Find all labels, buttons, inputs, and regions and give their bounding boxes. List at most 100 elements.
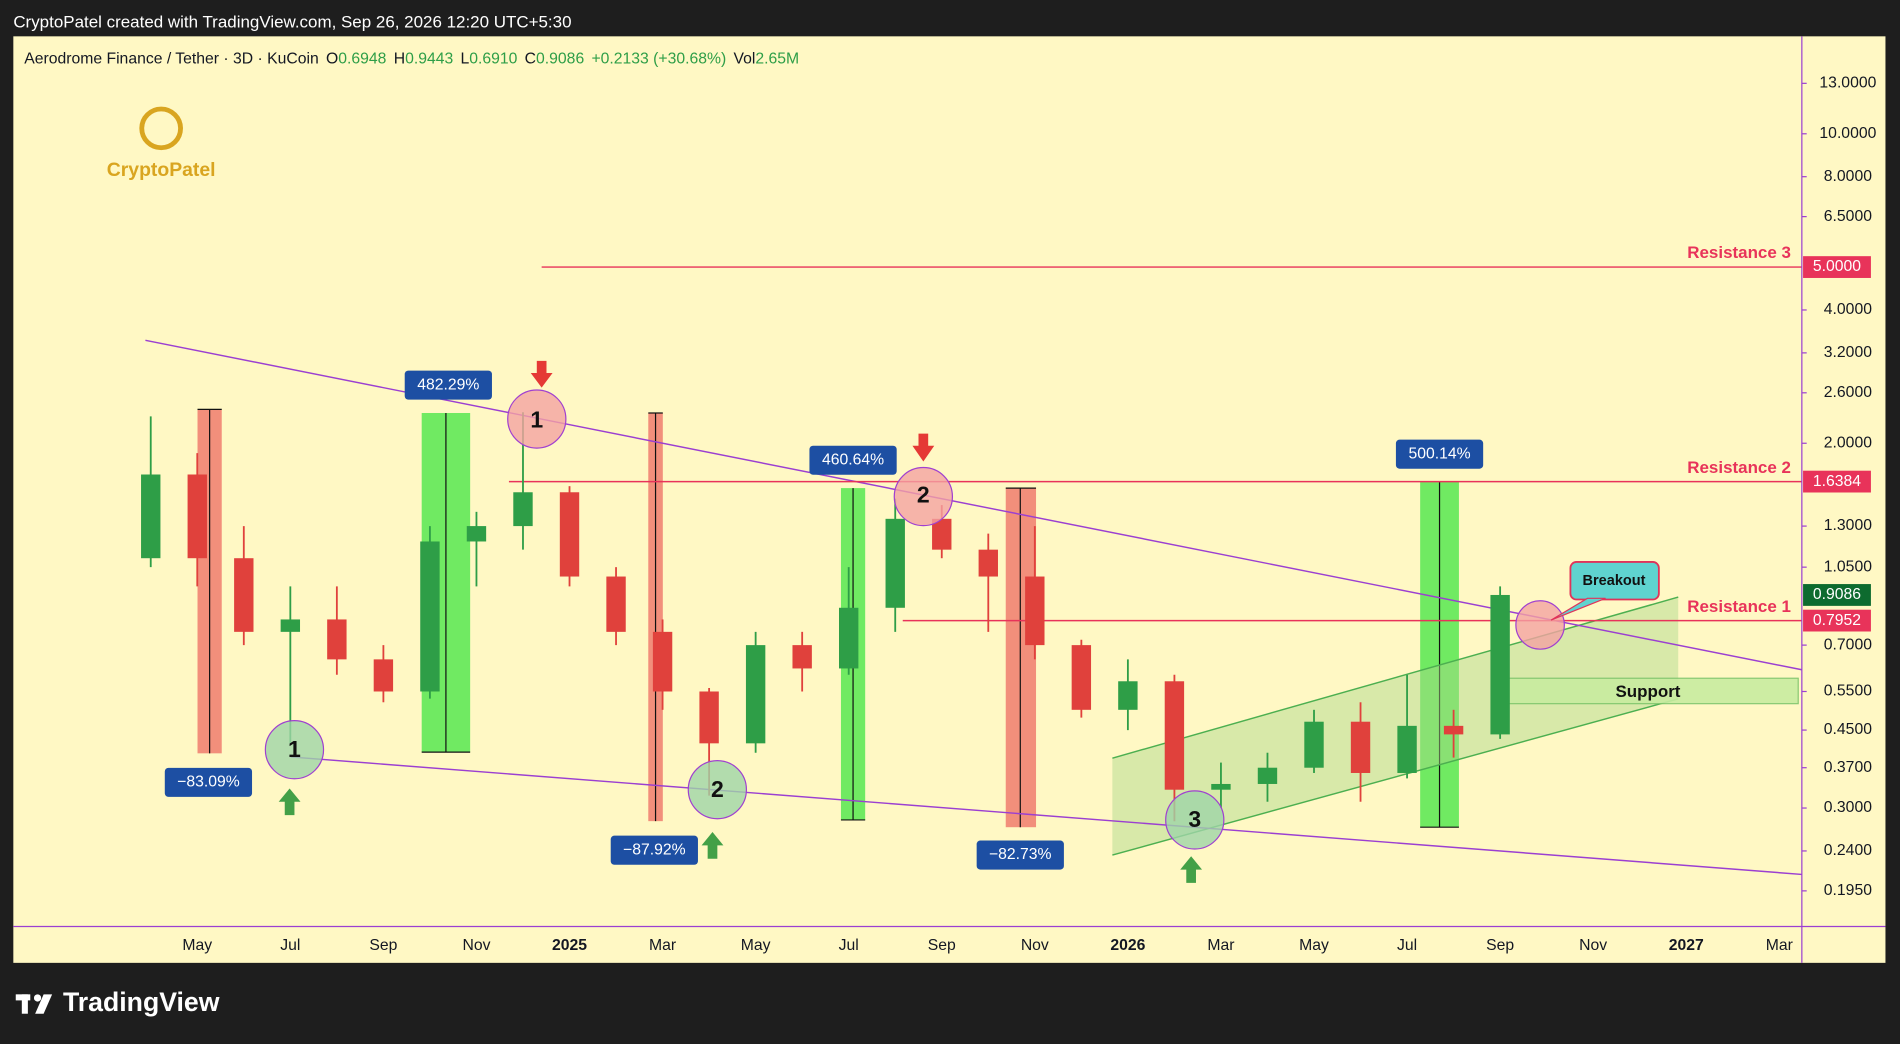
x-tick-label: 2026 <box>1110 937 1145 954</box>
candle-body <box>1304 721 1324 768</box>
y-tick-label: 0.3700 <box>1824 759 1872 776</box>
x-tick-label: Jul <box>1397 937 1417 954</box>
x-tick-label: May <box>182 937 212 954</box>
candle-body <box>792 645 812 669</box>
x-tick-label: 2027 <box>1669 937 1704 954</box>
legend-item: L <box>460 51 469 68</box>
candle-body <box>327 619 347 660</box>
x-tick-label: Nov <box>1021 937 1049 954</box>
support-label: Support <box>1615 682 1680 701</box>
candle-body <box>745 645 766 744</box>
overlay: CryptoPatel Resistance 3 Resistance 2 Resi… <box>107 106 1791 883</box>
pivot-circle <box>1515 600 1565 650</box>
logo-text: CryptoPatel <box>107 159 216 181</box>
percent-box <box>976 840 1064 870</box>
y-tick-label: 4.0000 <box>1824 301 1872 318</box>
legend-item: O <box>326 51 338 68</box>
x-tick-label: Sep <box>369 937 397 954</box>
y-tick-label: 0.7000 <box>1824 636 1872 653</box>
y-tick-label: 0.4500 <box>1824 721 1872 738</box>
y-tick-label: 2.6000 <box>1824 384 1872 401</box>
pivot-circle <box>687 759 748 820</box>
candle-body <box>606 576 626 632</box>
pivot-circle <box>507 389 567 449</box>
trendline <box>290 756 1802 876</box>
price-tag-label: 5.0000 <box>1813 258 1861 275</box>
wave-label: 1 <box>288 736 301 762</box>
y-tick-label: 1.3000 <box>1824 517 1872 534</box>
candle-body <box>280 619 301 632</box>
breakout-pointer <box>1550 597 1606 621</box>
price-tag <box>1803 609 1871 632</box>
price-tag <box>1803 470 1871 493</box>
legend-item: M <box>786 51 799 68</box>
candle-body <box>1350 721 1371 773</box>
legend-item: Aerodrome Finance / Tether · 3D · KuCoin <box>24 51 319 68</box>
candle-body <box>234 558 254 632</box>
candle-body <box>1397 725 1417 773</box>
percent-label: −87.92% <box>623 841 686 858</box>
x-tick-label: May <box>741 937 771 954</box>
legend-item: 0.9086 <box>536 51 584 68</box>
wave-label: 2 <box>917 482 930 508</box>
wave-label: 3 <box>1188 806 1201 832</box>
y-tick-label: 8.0000 <box>1824 168 1872 185</box>
candle-body <box>1118 681 1138 710</box>
x-tick-label: Mar <box>1766 937 1793 954</box>
percent-label: 482.29% <box>417 376 479 393</box>
legend-item: 2.65 <box>755 51 786 68</box>
candle-body <box>652 631 673 692</box>
x-tick-label: Sep <box>928 937 956 954</box>
candle-body <box>187 474 207 559</box>
footer-brand: TradingView <box>63 987 220 1017</box>
resistance-name: Resistance 3 <box>1687 243 1791 262</box>
x-tick-label: May <box>1299 937 1329 954</box>
legend-item: +0.2133 (+30.68%) <box>591 51 726 68</box>
percent-label: 500.14% <box>1408 445 1470 462</box>
logo-mark <box>139 106 183 151</box>
candle-body <box>373 659 394 692</box>
candle-body <box>1443 725 1464 735</box>
y-tick-label: 13.0000 <box>1819 74 1876 91</box>
header-credit: CryptoPatel created with TradingView.com… <box>13 12 571 31</box>
percent-box <box>809 445 897 475</box>
up-arrows <box>278 788 1203 883</box>
candle-body <box>1257 767 1278 784</box>
price-tag <box>1803 256 1871 278</box>
candle-body <box>1025 576 1045 646</box>
legend-item: Vol <box>734 51 756 68</box>
y-tick-label: 1.0500 <box>1824 558 1872 575</box>
breakout-label: Breakout <box>1583 573 1646 589</box>
candle-body <box>885 518 905 608</box>
plot <box>141 266 1802 876</box>
legend-item: 0.6948 <box>338 51 386 68</box>
percent-box <box>610 835 698 865</box>
y-tick-label: 0.2400 <box>1824 842 1872 859</box>
percent-label: −82.73% <box>989 846 1052 863</box>
candle-body <box>466 526 487 542</box>
candle-body <box>978 549 998 577</box>
y-tick-label: 0.3000 <box>1824 799 1872 816</box>
candle-body <box>559 492 580 577</box>
percent-box <box>1395 439 1484 469</box>
x-tick-label: Mar <box>1207 937 1234 954</box>
candle-body <box>1164 681 1185 790</box>
candle-body <box>1071 645 1092 710</box>
x-tick-label: Mar <box>649 937 676 954</box>
x-tick-label: Nov <box>462 937 490 954</box>
candle-body <box>513 492 533 527</box>
candle-body <box>1211 783 1231 790</box>
y-tick-label: 3.2000 <box>1824 344 1872 361</box>
percent-box <box>164 767 253 797</box>
candle-body <box>699 691 719 744</box>
candle-body <box>420 541 440 692</box>
resistance-name: Resistance 1 <box>1687 597 1791 616</box>
y-tick-label: 10.0000 <box>1819 125 1876 142</box>
breakout-box <box>1569 561 1660 601</box>
x-tick-label: Jul <box>839 937 859 954</box>
last-price-label: 0.9086 <box>1813 586 1861 603</box>
wave-label: 1 <box>530 407 543 433</box>
footer-logo: TradingView <box>15 987 220 1017</box>
pivot-circle <box>1165 790 1225 850</box>
price-tag-label: 0.7952 <box>1813 612 1861 629</box>
